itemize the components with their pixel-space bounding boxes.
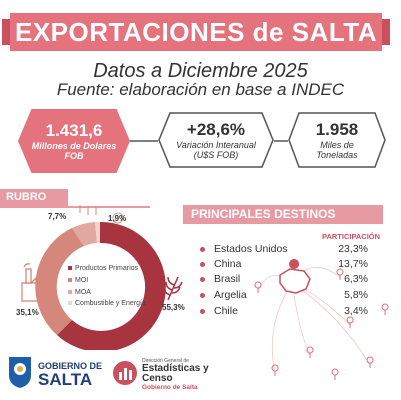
map-shape	[279, 268, 311, 294]
slice-productos-primarios	[57, 221, 166, 350]
kpi-label: Millones de Dolares	[31, 141, 117, 151]
rubro-divider	[0, 206, 150, 208]
kpi-label-2: Toneladas	[316, 150, 358, 160]
rubro-donut	[21, 205, 183, 350]
kpi-label-2: FOB	[64, 151, 84, 161]
legend-item: MOA	[68, 289, 91, 296]
destinos-heading: PRINCIPALES DESTINOS	[183, 205, 383, 224]
kpi-variation: +28,6% Variación Interanual (U$S FOB)	[158, 112, 274, 168]
kpi-value: 1.958	[315, 120, 359, 139]
gob-line2: SALTA	[38, 370, 93, 389]
bullet	[200, 247, 205, 252]
fuel-icon	[112, 212, 124, 224]
wheat-icon	[163, 276, 183, 301]
kpi-connectors	[130, 140, 288, 142]
dge-line3: Censo	[142, 373, 173, 384]
dge-line1: Dirección General de	[142, 358, 189, 364]
gob-line1: GOBIERNO DE	[38, 361, 103, 371]
kpi-label-2: (U$S FOB)	[193, 150, 239, 160]
stats-icon	[113, 361, 137, 385]
hex-outline	[158, 112, 274, 168]
kpi-label: Miles de	[320, 140, 354, 150]
pct-moa: 35,1%	[16, 308, 39, 317]
legend-swatch	[68, 290, 72, 295]
hex-outline	[288, 112, 386, 168]
pct-comb: 1,9%	[108, 214, 127, 223]
dge-logo: Dirección General de Estadísticas y Cens…	[112, 358, 242, 394]
kpi-exports-fob: 1.431,6 Millones de Dolares FOB	[18, 109, 130, 173]
map-pin-icon	[289, 259, 300, 279]
legend-item: Combustible y Energía	[68, 300, 146, 307]
page-title: EXPORTACIONES de SALTA	[14, 17, 378, 47]
bullet	[200, 293, 205, 298]
kpi-label: Variación Interanual	[176, 140, 256, 150]
bullet	[200, 262, 205, 267]
pin-markers	[254, 268, 389, 381]
gobierno-salta-logo: GOBIERNO DE SALTA	[6, 353, 106, 393]
pct-pp: 55,3%	[162, 303, 185, 312]
bullet	[200, 309, 205, 314]
title-banner: EXPORTACIONES de SALTA	[2, 13, 390, 51]
rubro-heading: RUBRO	[0, 189, 68, 206]
subtitle: Datos a Diciembre 2025	[93, 60, 308, 82]
kpi-tonnes: 1.958 Miles de Toneladas	[288, 112, 386, 168]
kpi-value: +28,6%	[186, 120, 246, 139]
kpi-value: 1.431,6	[45, 121, 103, 140]
destinations-map	[254, 259, 389, 381]
slice-moi	[72, 222, 97, 246]
legend-swatch	[68, 301, 72, 306]
bullet	[200, 277, 205, 282]
shield-icon	[9, 357, 31, 388]
slice-moa	[35, 228, 84, 335]
participacion-label: PARTICIPACIÓN	[322, 232, 381, 241]
dge-line2: Estadísticas y	[142, 363, 209, 374]
legend-item: Productos Primarios	[68, 265, 138, 272]
pct-moi: 7,7%	[48, 212, 67, 221]
legend-swatch	[68, 278, 72, 283]
plant-icon	[79, 205, 97, 215]
legend-item: MOI	[68, 277, 88, 284]
factory-icon	[21, 263, 49, 302]
dge-line4: Gobierno de Salta	[142, 384, 198, 391]
slice-combustible	[95, 221, 100, 243]
source-line: Fuente: elaboración en base a INDEC	[56, 80, 345, 99]
legend-swatch	[68, 266, 72, 271]
